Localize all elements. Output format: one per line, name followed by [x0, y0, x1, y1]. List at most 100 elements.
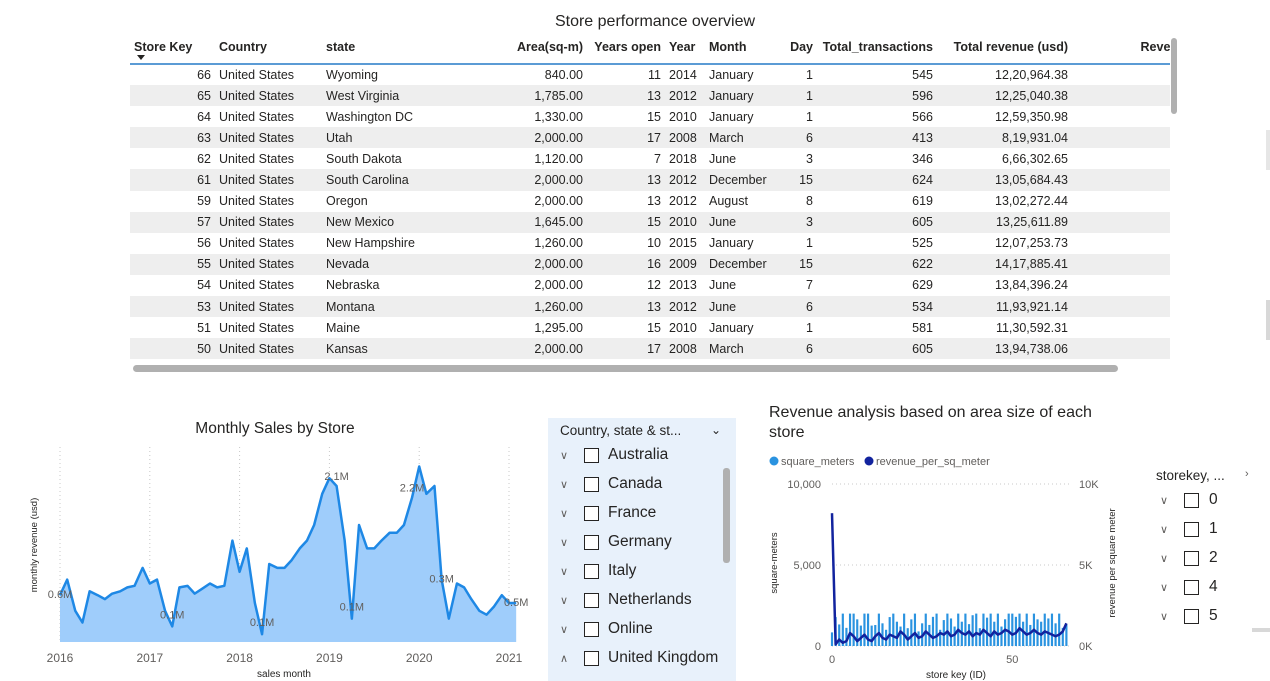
slicer-item[interactable]: ∨ Germany — [560, 531, 730, 553]
table-row[interactable]: 55 United States Nevada 2,000.00 16 2009 Decem… — [130, 253, 1170, 275]
table-row[interactable]: 62 United States South Dakota 1,120.00 7 2018… — [130, 148, 1170, 169]
bar[interactable] — [978, 628, 981, 646]
bar[interactable] — [1054, 623, 1057, 646]
table-horizontal-scroll-thumb[interactable] — [133, 365, 1118, 372]
chevron-down-icon[interactable]: ∨ — [560, 623, 569, 636]
bar[interactable] — [859, 625, 862, 646]
bar[interactable] — [935, 613, 938, 646]
chevron-down-icon[interactable]: ∨ — [1160, 523, 1169, 536]
bar[interactable] — [975, 613, 978, 646]
sort-descending-icon[interactable] — [137, 55, 145, 60]
bar[interactable] — [841, 613, 844, 646]
slicer-item[interactable]: ∧ United Kingdom — [560, 647, 730, 669]
bar[interactable] — [913, 613, 917, 646]
bar[interactable] — [946, 613, 949, 646]
chevron-down-icon[interactable]: ∨ — [560, 594, 569, 607]
checkbox[interactable] — [584, 621, 599, 637]
checkbox[interactable] — [584, 476, 599, 492]
bar[interactable] — [906, 628, 909, 646]
checkbox[interactable] — [1184, 521, 1199, 537]
column-header[interactable]: Store Key — [130, 38, 215, 64]
table-row[interactable]: 64 United States Washington DC 1,330.00 15 20… — [130, 106, 1170, 127]
bar[interactable] — [967, 624, 971, 646]
bar[interactable] — [1029, 624, 1032, 646]
column-header[interactable]: Area(sq-m) — [517, 40, 583, 54]
table-row[interactable]: 53 United States Montana 1,260.00 13 2012 June… — [130, 296, 1170, 318]
bar[interactable] — [870, 625, 873, 646]
bar[interactable] — [989, 613, 992, 646]
checkbox[interactable] — [1184, 492, 1199, 508]
slicer-item[interactable]: ∨ France — [560, 502, 730, 524]
bar[interactable] — [892, 613, 895, 646]
series-line[interactable] — [58, 465, 517, 636]
bar[interactable] — [895, 621, 898, 646]
bar[interactable] — [852, 613, 855, 646]
checkbox[interactable] — [584, 534, 599, 550]
column-header[interactable]: Years open — [594, 40, 661, 54]
chevron-down-icon[interactable]: ⌄ — [711, 423, 722, 437]
bar[interactable] — [903, 613, 906, 646]
bar[interactable] — [863, 613, 866, 646]
checkbox[interactable] — [584, 563, 599, 579]
slicer-item[interactable]: ∨ 1 — [1160, 518, 1218, 540]
bar[interactable] — [924, 613, 927, 646]
table-row[interactable]: 61 United States South Carolina 2,000.00 13 2… — [130, 169, 1170, 191]
chevron-down-icon[interactable]: ∨ — [560, 478, 569, 491]
chevron-down-icon[interactable]: ∨ — [1160, 581, 1169, 594]
bar[interactable] — [845, 627, 848, 646]
chevron-down-icon[interactable]: ∨ — [560, 536, 569, 549]
bar[interactable] — [848, 613, 852, 646]
table-row[interactable]: 63 United States Utah 2,000.00 17 2008 March 6 4… — [130, 127, 1170, 149]
slicer-item[interactable]: ∨ 2 — [1160, 547, 1218, 569]
table-row[interactable]: 54 United States Nebraska 2,000.00 12 2013 Jun… — [130, 275, 1170, 296]
bar[interactable] — [953, 626, 956, 646]
series-line[interactable] — [830, 513, 1068, 646]
chevron-down-icon[interactable]: ∨ — [560, 565, 569, 578]
table-viewport[interactable]: Store Key Country state Area(sq-m) Years… — [130, 38, 1170, 364]
chevron-right-icon[interactable]: › — [1245, 468, 1249, 480]
chevron-up-icon[interactable]: ∧ — [560, 652, 569, 665]
chevron-down-icon[interactable]: ∨ — [560, 449, 569, 462]
slicer-item[interactable]: ∨ 4 — [1160, 576, 1218, 598]
checkbox[interactable] — [1184, 550, 1199, 566]
bar[interactable] — [1011, 613, 1014, 646]
bar[interactable] — [881, 623, 884, 646]
slicer-item[interactable]: ∨ Italy — [560, 560, 730, 582]
table-row[interactable]: 57 United States New Mexico 1,645.00 15 2010 J… — [130, 211, 1170, 233]
slicer-item[interactable]: ∨ Online — [560, 618, 730, 640]
bar[interactable] — [993, 621, 996, 646]
bar[interactable] — [996, 613, 999, 646]
table-row[interactable]: 56 United States New Hampshire 1,260.00 10 20… — [130, 233, 1170, 254]
bar[interactable] — [1043, 613, 1046, 646]
chevron-down-icon[interactable]: ∨ — [1160, 494, 1169, 507]
slicer-item[interactable]: ∨ 5 — [1160, 605, 1218, 627]
slicer-item[interactable]: ∨ Canada — [560, 473, 730, 495]
bar[interactable] — [830, 632, 834, 646]
column-header[interactable]: state — [326, 40, 356, 54]
table-row[interactable]: 51 United States Maine 1,295.00 15 2010 Januar… — [130, 317, 1170, 338]
checkbox[interactable] — [584, 447, 599, 463]
checkbox[interactable] — [1184, 579, 1199, 595]
bar[interactable] — [1000, 626, 1003, 646]
table-row[interactable]: 66 United States Wyoming 840.00 11 2014 Januar… — [130, 64, 1170, 85]
chevron-down-icon[interactable]: ∨ — [1160, 610, 1169, 623]
column-header[interactable]: Revenue per s — [1140, 40, 1170, 54]
bar[interactable] — [838, 624, 841, 646]
checkbox[interactable] — [1184, 608, 1199, 624]
chevron-down-icon[interactable]: ∨ — [1160, 552, 1169, 565]
bar[interactable] — [1050, 613, 1054, 646]
column-header[interactable]: Year — [669, 40, 696, 54]
bar[interactable] — [931, 616, 935, 646]
column-header[interactable]: Total revenue (usd) — [953, 40, 1068, 54]
column-header[interactable]: Day — [790, 40, 813, 54]
bar[interactable] — [910, 619, 913, 646]
slicer-item[interactable]: ∨ Netherlands — [560, 589, 730, 611]
bar[interactable] — [1025, 613, 1028, 646]
slicer-item[interactable]: ∨ 0 — [1160, 489, 1218, 511]
slicer-scrollbar[interactable] — [723, 468, 730, 563]
bar[interactable] — [971, 615, 974, 646]
bar[interactable] — [888, 617, 891, 646]
checkbox[interactable] — [584, 650, 599, 666]
checkbox[interactable] — [584, 592, 599, 608]
slicer-item[interactable]: ∨ Australia — [560, 444, 730, 466]
